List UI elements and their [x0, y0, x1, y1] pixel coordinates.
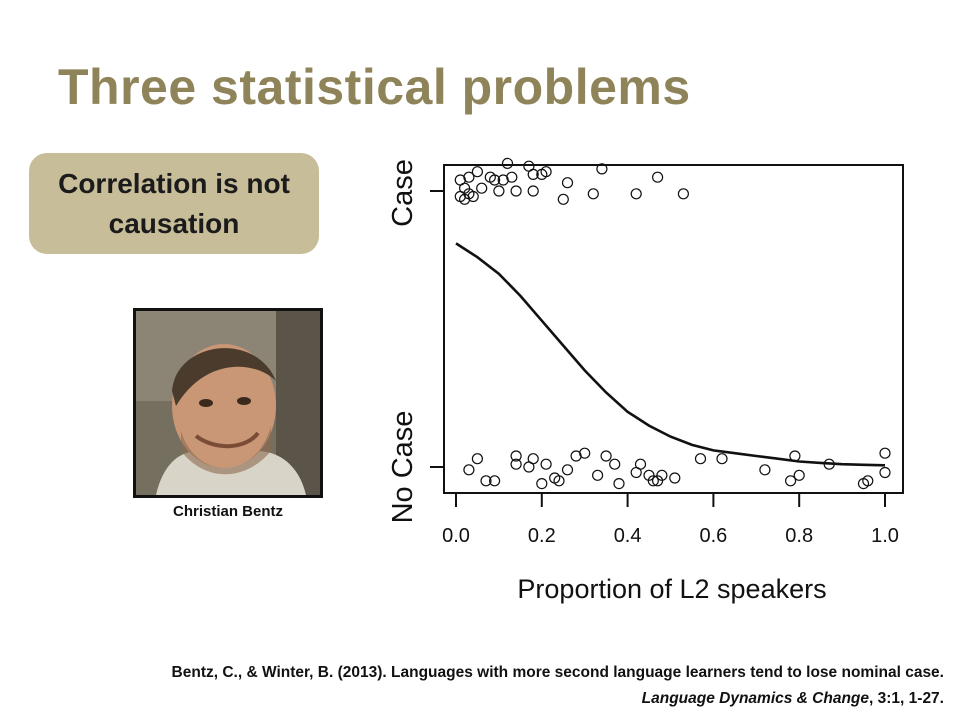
- slide-title: Three statistical problems: [58, 59, 691, 115]
- reference-rest: , 3:1, 1-27.: [869, 690, 944, 707]
- data-point-nocase: [489, 475, 501, 487]
- x-tick-label: 0.8: [785, 525, 813, 547]
- x-tick-label: 1.0: [871, 525, 899, 547]
- data-point-nocase: [510, 450, 522, 462]
- data-point-nocase: [579, 447, 591, 459]
- data-point-case: [527, 185, 539, 197]
- data-point-case: [510, 185, 522, 197]
- data-point-case: [493, 185, 505, 197]
- data-point-nocase: [471, 453, 483, 465]
- data-point-case: [527, 168, 539, 180]
- data-point-nocase: [510, 458, 522, 470]
- data-point-nocase: [553, 475, 565, 487]
- y-axis: [430, 165, 445, 493]
- data-point-nocase: [609, 458, 621, 470]
- data-points: [454, 157, 891, 490]
- data-point-nocase: [540, 458, 552, 470]
- data-point-case: [506, 171, 518, 183]
- data-point-nocase: [789, 450, 801, 462]
- x-tick-label: 0.4: [614, 525, 642, 547]
- x-tick-label: 0.6: [699, 525, 727, 547]
- data-point-nocase: [716, 453, 728, 465]
- data-point-case: [630, 188, 642, 200]
- reference-line-1: Bentz, C., & Winter, B. (2013). Language…: [171, 664, 944, 681]
- data-point-nocase: [600, 450, 612, 462]
- y-label-nocase: No Case: [387, 411, 419, 524]
- data-point-case: [561, 177, 574, 189]
- y-label-case: Case: [387, 159, 419, 227]
- data-point-case: [501, 157, 514, 169]
- plot-frame: [443, 164, 904, 494]
- data-point-nocase: [527, 453, 539, 465]
- data-point-nocase: [823, 458, 835, 470]
- data-point-nocase: [561, 464, 574, 476]
- data-point-case: [557, 193, 569, 205]
- data-point-nocase: [463, 464, 475, 476]
- photo-caption: Christian Bentz: [172, 503, 283, 520]
- data-point-nocase: [879, 466, 891, 479]
- data-point-case: [651, 171, 664, 183]
- data-point-nocase: [634, 458, 647, 470]
- data-point-nocase: [862, 475, 874, 487]
- data-point-nocase: [793, 469, 805, 481]
- x-axis-label: Proportion of L2 speakers: [517, 574, 826, 604]
- data-point-nocase: [879, 447, 891, 459]
- data-point-case: [463, 171, 475, 183]
- reference-line-2: Language Dynamics & Change, 3:1, 1-27.: [642, 690, 944, 708]
- data-point-nocase: [694, 453, 707, 465]
- data-point-case: [540, 166, 552, 178]
- data-point-case: [489, 174, 501, 186]
- data-point-case: [596, 163, 608, 175]
- data-point-case: [471, 166, 483, 178]
- callout-text: Correlation is not causation: [58, 167, 290, 239]
- data-point-case: [459, 182, 471, 194]
- fitted-curve: [455, 242, 886, 467]
- portrait-image: [136, 311, 320, 495]
- data-point-nocase: [591, 469, 604, 481]
- x-tick-label: 0.2: [528, 525, 556, 547]
- portrait-photo: [133, 308, 323, 498]
- data-point-case: [476, 182, 488, 194]
- data-point-nocase: [480, 475, 492, 487]
- data-point-case: [467, 190, 479, 203]
- data-point-nocase: [613, 478, 625, 490]
- data-point-nocase: [784, 475, 797, 487]
- x-tick-labels: 0.0 0.2 0.4 0.6 0.8 1.0: [442, 525, 899, 547]
- data-point-nocase: [656, 469, 668, 481]
- data-point-case: [587, 188, 599, 200]
- data-point-case: [677, 188, 690, 200]
- reference-journal: Language Dynamics & Change: [641, 690, 870, 707]
- data-point-nocase: [647, 475, 659, 487]
- x-axis: [455, 492, 886, 507]
- callout-box: Correlation is not causation: [29, 153, 319, 254]
- data-point-nocase: [759, 464, 771, 476]
- data-point-nocase: [669, 472, 681, 484]
- data-point-nocase: [536, 478, 548, 490]
- x-tick-label: 0.0: [442, 525, 470, 547]
